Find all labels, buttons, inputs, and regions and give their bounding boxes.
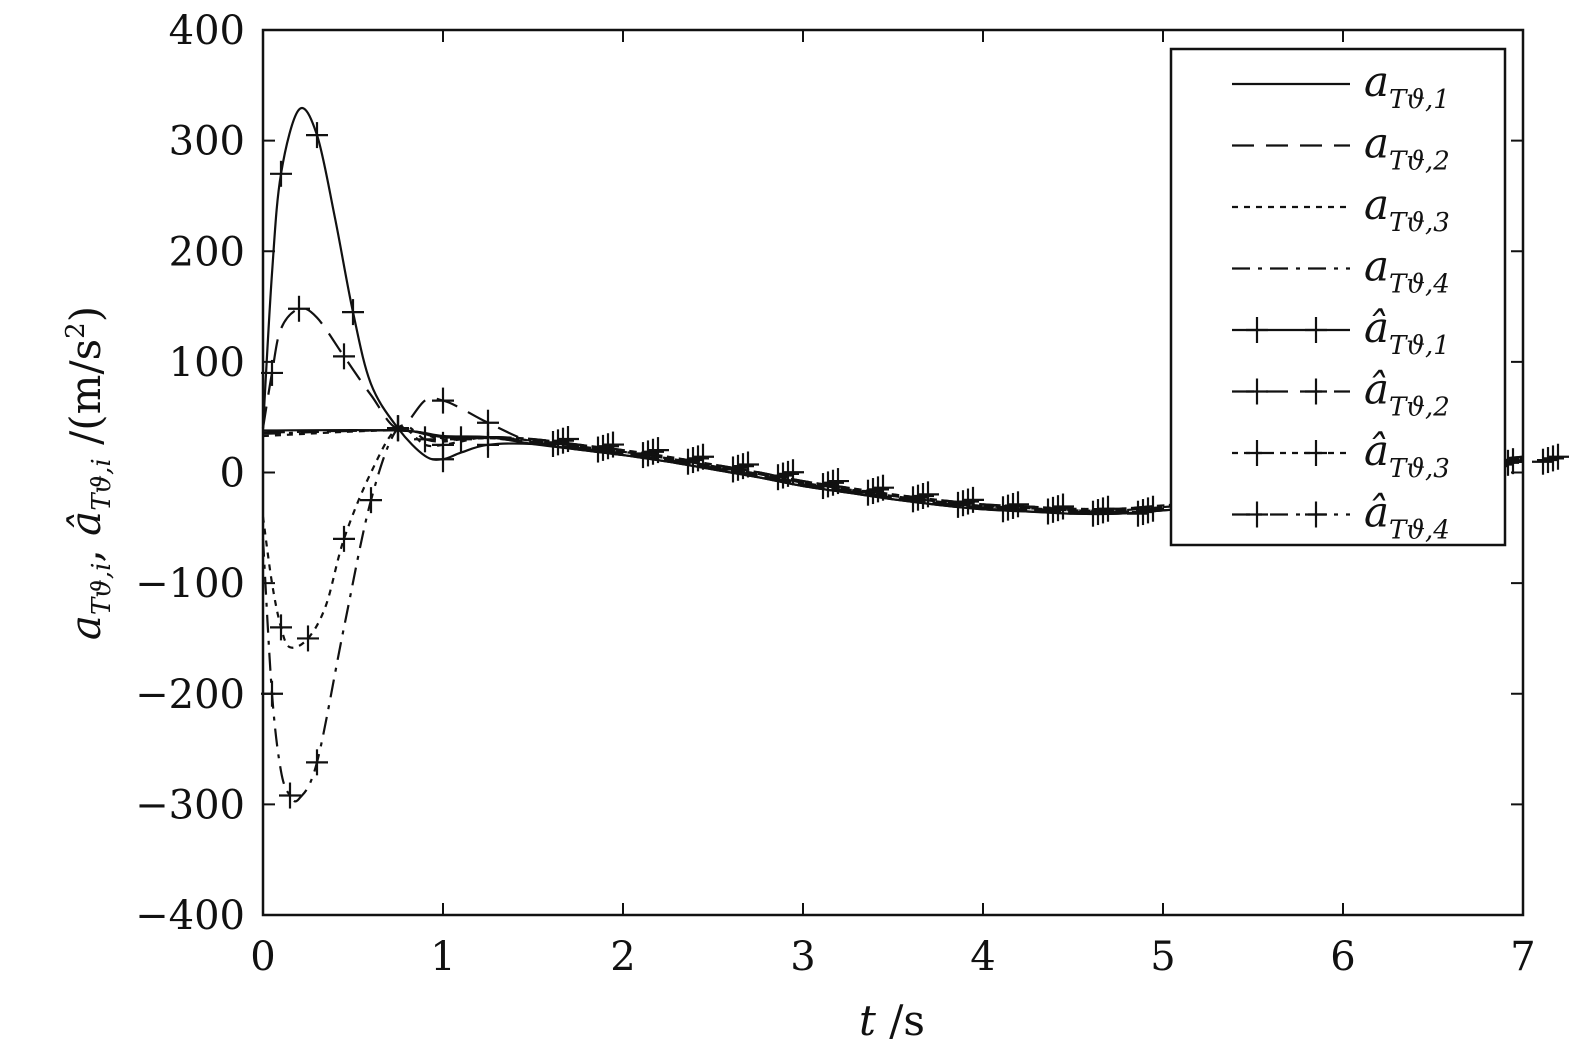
- legend-item: âTϑ,2: [1232, 365, 1450, 423]
- legend-item: aTϑ,2: [1232, 119, 1450, 177]
- x-tick-label: 6: [1330, 934, 1355, 980]
- legend-label: âTϑ,1: [1364, 303, 1450, 361]
- y-tick-label: −100: [135, 561, 245, 607]
- x-tick-label: 1: [430, 934, 455, 980]
- y-tick-label: −400: [135, 893, 245, 939]
- y-tick-label: −300: [135, 782, 245, 828]
- legend-item: aTϑ,3: [1232, 180, 1450, 238]
- legend-item: aTϑ,1: [1232, 57, 1450, 115]
- y-tick-label: 0: [220, 451, 245, 497]
- y-tick-label: 100: [169, 340, 245, 386]
- legend-item: âTϑ,1: [1232, 303, 1450, 361]
- y-tick-label: 200: [169, 229, 245, 275]
- x-tick-label: 7: [1510, 934, 1535, 980]
- legend-label: âTϑ,3: [1364, 426, 1450, 484]
- axis-ticks: 0 1 2 3 4 5 6 7 400 300 200 100 0 −100 −200 −300 −400: [135, 8, 1536, 980]
- legend-item: âTϑ,3: [1232, 426, 1450, 484]
- x-tick-label: 0: [250, 934, 275, 980]
- legend-item: aTϑ,4: [1232, 242, 1450, 300]
- legend-item: âTϑ,4: [1232, 488, 1450, 546]
- x-tick-label: 4: [970, 934, 995, 980]
- legend-label: aTϑ,1: [1364, 57, 1450, 115]
- y-tick-label: 400: [169, 8, 245, 54]
- legend-label: aTϑ,3: [1364, 180, 1450, 238]
- x-tick-label: 3: [790, 934, 815, 980]
- x-tick-label: 5: [1150, 934, 1175, 980]
- x-axis-label: t /s: [859, 996, 925, 1045]
- legend-label: âTϑ,4: [1364, 488, 1450, 546]
- plot-frame: [261, 28, 1525, 917]
- y-tick-label: 300: [169, 119, 245, 165]
- legend-label: aTϑ,4: [1364, 242, 1450, 300]
- y-axis-label: aTϑ,i, âTϑ,i /(m/s2): [61, 306, 117, 640]
- y-tick-label: −200: [135, 672, 245, 718]
- series-line: [261, 426, 1524, 649]
- legend-label: âTϑ,2: [1364, 365, 1450, 423]
- legend-label: aTϑ,2: [1364, 119, 1450, 177]
- legend-box: [1169, 47, 1507, 547]
- x-tick-label: 2: [610, 934, 635, 980]
